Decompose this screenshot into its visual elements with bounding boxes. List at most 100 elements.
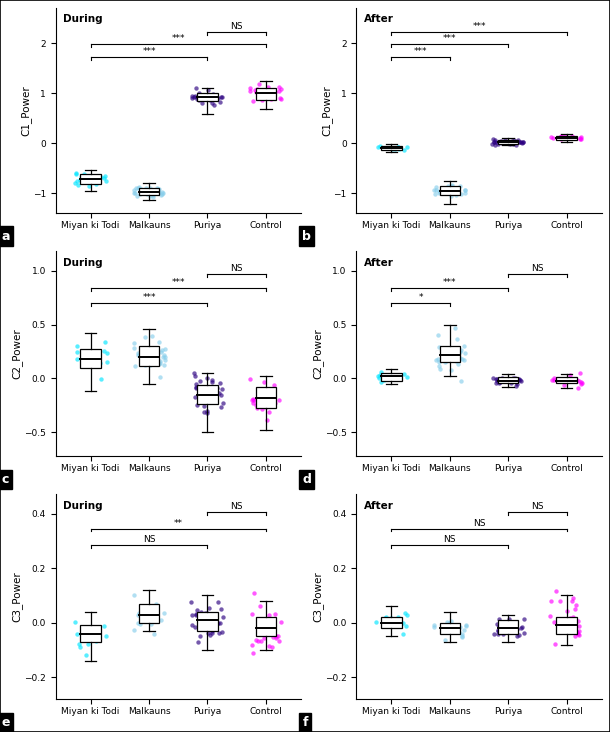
- Point: [399, 143, 409, 155]
- Point: [195, 630, 205, 642]
- Point: [216, 389, 226, 400]
- Point: [190, 392, 200, 403]
- Point: [565, 375, 575, 386]
- Point: [459, 340, 469, 352]
- Point: [76, 171, 85, 183]
- Text: NS: NS: [231, 22, 243, 31]
- Point: [495, 377, 504, 389]
- Point: [266, 93, 276, 105]
- Point: [430, 188, 440, 200]
- Point: [256, 635, 266, 647]
- Point: [445, 184, 455, 196]
- Point: [456, 375, 466, 386]
- Point: [435, 363, 445, 375]
- Point: [558, 131, 568, 143]
- Point: [71, 168, 81, 179]
- Point: [547, 595, 556, 607]
- Point: [191, 381, 201, 393]
- Point: [495, 613, 504, 624]
- Point: [458, 629, 467, 640]
- Point: [157, 345, 167, 356]
- Point: [152, 182, 162, 194]
- Point: [429, 184, 439, 195]
- Point: [509, 135, 519, 146]
- Point: [451, 190, 461, 201]
- Point: [133, 349, 143, 361]
- Point: [151, 598, 161, 610]
- Point: [187, 93, 197, 105]
- Point: [129, 337, 139, 349]
- Point: [149, 192, 159, 203]
- Point: [576, 131, 586, 143]
- Point: [70, 616, 79, 628]
- Text: After: After: [364, 15, 393, 24]
- Point: [251, 86, 260, 97]
- Point: [129, 589, 138, 601]
- Point: [72, 346, 82, 358]
- Point: [376, 370, 386, 381]
- Point: [455, 346, 465, 358]
- Point: [137, 184, 147, 196]
- Point: [555, 131, 565, 143]
- Point: [512, 624, 522, 635]
- Point: [513, 373, 523, 385]
- Point: [402, 609, 412, 621]
- Point: [456, 344, 465, 356]
- Point: [193, 636, 203, 648]
- Point: [505, 138, 515, 150]
- Point: [546, 131, 556, 143]
- Point: [518, 136, 528, 148]
- Point: [91, 178, 101, 190]
- Point: [387, 143, 397, 154]
- Point: [248, 393, 258, 405]
- Point: [196, 97, 206, 108]
- Point: [554, 594, 564, 606]
- Point: [257, 92, 267, 103]
- Point: [460, 187, 470, 199]
- Point: [192, 605, 201, 616]
- Point: [83, 638, 93, 650]
- Bar: [498, 378, 518, 383]
- Point: [145, 190, 155, 202]
- Point: [157, 188, 167, 200]
- Point: [133, 609, 143, 621]
- Point: [559, 380, 569, 392]
- Point: [95, 357, 104, 369]
- Point: [201, 385, 211, 397]
- Point: [133, 182, 143, 194]
- Point: [89, 174, 99, 186]
- Point: [190, 621, 200, 633]
- Point: [248, 647, 258, 659]
- Point: [262, 387, 271, 399]
- Point: [96, 171, 106, 183]
- Text: ***: ***: [171, 278, 185, 287]
- Point: [254, 386, 264, 398]
- Bar: [256, 387, 276, 408]
- Point: [101, 337, 110, 348]
- Point: [447, 346, 457, 358]
- Point: [157, 186, 167, 198]
- Point: [133, 347, 143, 359]
- Point: [82, 348, 92, 359]
- Bar: [256, 88, 276, 100]
- Point: [261, 619, 271, 630]
- Point: [75, 174, 85, 186]
- Bar: [197, 612, 218, 631]
- Point: [270, 608, 279, 620]
- Point: [389, 143, 399, 154]
- Point: [144, 187, 154, 198]
- Point: [273, 630, 283, 642]
- Point: [504, 613, 514, 625]
- Point: [513, 135, 523, 146]
- Text: ***: ***: [472, 22, 486, 31]
- Point: [217, 384, 227, 395]
- Point: [448, 184, 458, 196]
- Point: [199, 400, 209, 412]
- Point: [248, 397, 258, 408]
- Point: [379, 374, 389, 386]
- Point: [374, 372, 384, 384]
- Y-axis label: C2_Power: C2_Power: [312, 329, 323, 379]
- Point: [454, 180, 464, 192]
- Point: [189, 92, 199, 103]
- Point: [217, 92, 226, 103]
